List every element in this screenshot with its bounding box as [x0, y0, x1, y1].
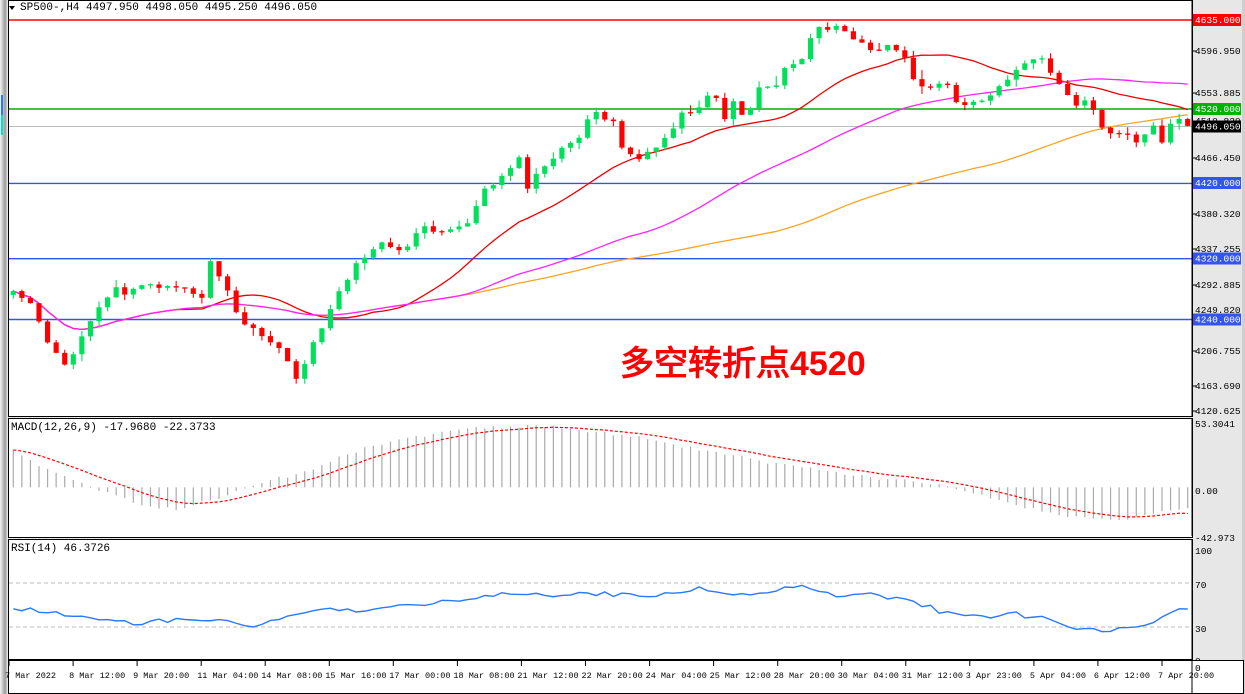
svg-text:25 Mar 12:00: 25 Mar 12:00: [710, 671, 771, 681]
svg-text:4120.625: 4120.625: [1195, 406, 1241, 417]
svg-text:4553.885: 4553.885: [1195, 88, 1241, 99]
svg-text:0.00: 0.00: [1195, 486, 1218, 497]
svg-text:多空转折点4520: 多空转折点4520: [620, 345, 866, 383]
svg-text:17 Mar 00:00: 17 Mar 00:00: [389, 671, 450, 681]
svg-text:11 Mar 04:00: 11 Mar 04:00: [197, 671, 258, 681]
svg-text:30 Mar 04:00: 30 Mar 04:00: [838, 671, 899, 681]
svg-text:-42.973: -42.973: [1195, 533, 1235, 544]
svg-text:30: 30: [1195, 624, 1207, 635]
svg-text:4320.000: 4320.000: [1195, 254, 1241, 265]
svg-text:4496.050: 4496.050: [1195, 122, 1241, 133]
svg-text:21 Mar 12:00: 21 Mar 12:00: [517, 671, 578, 681]
svg-text:8 Mar 12:00: 8 Mar 12:00: [69, 671, 125, 681]
svg-text:4206.755: 4206.755: [1195, 346, 1241, 357]
svg-text:100: 100: [1195, 546, 1212, 557]
svg-text:7 Mar 2022: 7 Mar 2022: [5, 671, 56, 681]
svg-text:MACD(12,26,9) -17.9680 -22.373: MACD(12,26,9) -17.9680 -22.3733: [11, 422, 216, 434]
svg-text:4420.000: 4420.000: [1195, 178, 1241, 189]
svg-text:4163.690: 4163.690: [1195, 381, 1241, 392]
svg-text:4380.320: 4380.320: [1195, 209, 1241, 220]
svg-text:28 Mar 20:00: 28 Mar 20:00: [774, 671, 835, 681]
svg-text:22 Mar 20:00: 22 Mar 20:00: [582, 671, 643, 681]
svg-text:18 Mar 08:00: 18 Mar 08:00: [453, 671, 514, 681]
svg-text:70: 70: [1195, 580, 1207, 591]
svg-text:53.3041: 53.3041: [1195, 419, 1235, 430]
svg-text:24 Mar 04:00: 24 Mar 04:00: [646, 671, 707, 681]
svg-text:SP500-,H4 4497.950 4498.050 4: SP500-,H4 4497.950 4498.050 4495.250 449…: [20, 2, 317, 14]
svg-text:31 Mar 12:00: 31 Mar 12:00: [902, 671, 963, 681]
svg-text:4520.000: 4520.000: [1195, 104, 1241, 115]
svg-text:9 Mar 20:00: 9 Mar 20:00: [133, 671, 189, 681]
svg-text:15 Mar 16:00: 15 Mar 16:00: [325, 671, 386, 681]
svg-text:7 Apr 20:00: 7 Apr 20:00: [1158, 671, 1214, 681]
svg-text:14 Mar 08:00: 14 Mar 08:00: [261, 671, 322, 681]
svg-text:RSI(14) 46.3726: RSI(14) 46.3726: [11, 543, 110, 555]
svg-text:4240.000: 4240.000: [1195, 315, 1241, 326]
svg-text:0: 0: [1195, 663, 1201, 674]
svg-text:4596.950: 4596.950: [1195, 46, 1241, 57]
svg-text:4635.000: 4635.000: [1195, 15, 1241, 26]
svg-text:3 Apr 23:00: 3 Apr 23:00: [966, 671, 1022, 681]
svg-text:5 Apr 04:00: 5 Apr 04:00: [1030, 671, 1086, 681]
svg-text:4292.885: 4292.885: [1195, 280, 1241, 291]
svg-text:6 Apr 12:00: 6 Apr 12:00: [1094, 671, 1150, 681]
svg-text:4466.450: 4466.450: [1195, 153, 1241, 164]
